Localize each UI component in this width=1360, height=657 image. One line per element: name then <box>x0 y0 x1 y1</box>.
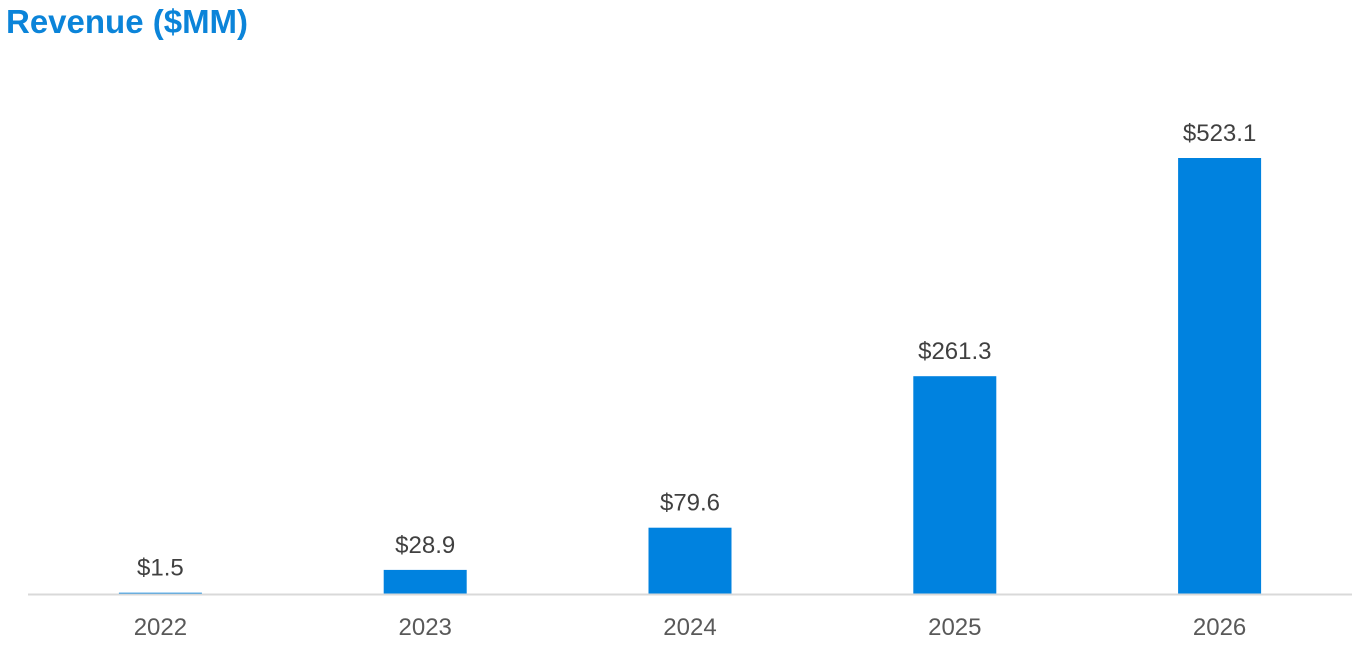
bar-2025 <box>913 376 997 594</box>
data-label-2022: $1.5 <box>137 555 184 582</box>
bars-group <box>118 158 1262 594</box>
bar-2026 <box>1178 158 1262 594</box>
x-tick-label-2023: 2023 <box>399 614 452 641</box>
data-label-2023: $28.9 <box>395 532 455 559</box>
data-labels-group: $1.5 $28.9 $79.6 $261.3 $523.1 <box>137 120 1256 582</box>
data-label-2025: $261.3 <box>918 338 991 365</box>
data-label-2026: $523.1 <box>1183 120 1256 147</box>
bar-2024 <box>648 527 732 594</box>
bar-2022 <box>118 592 202 594</box>
data-label-2024: $79.6 <box>660 490 720 517</box>
x-tick-label-2022: 2022 <box>134 614 187 641</box>
bar-2023 <box>383 569 467 594</box>
chart-title: Revenue ($MM) <box>6 3 249 40</box>
x-tick-label-2026: 2026 <box>1193 614 1246 641</box>
x-tick-labels-group: 2022 2023 2024 2025 2026 <box>134 614 1247 641</box>
x-tick-label-2025: 2025 <box>928 614 981 641</box>
x-tick-label-2024: 2024 <box>663 614 716 641</box>
